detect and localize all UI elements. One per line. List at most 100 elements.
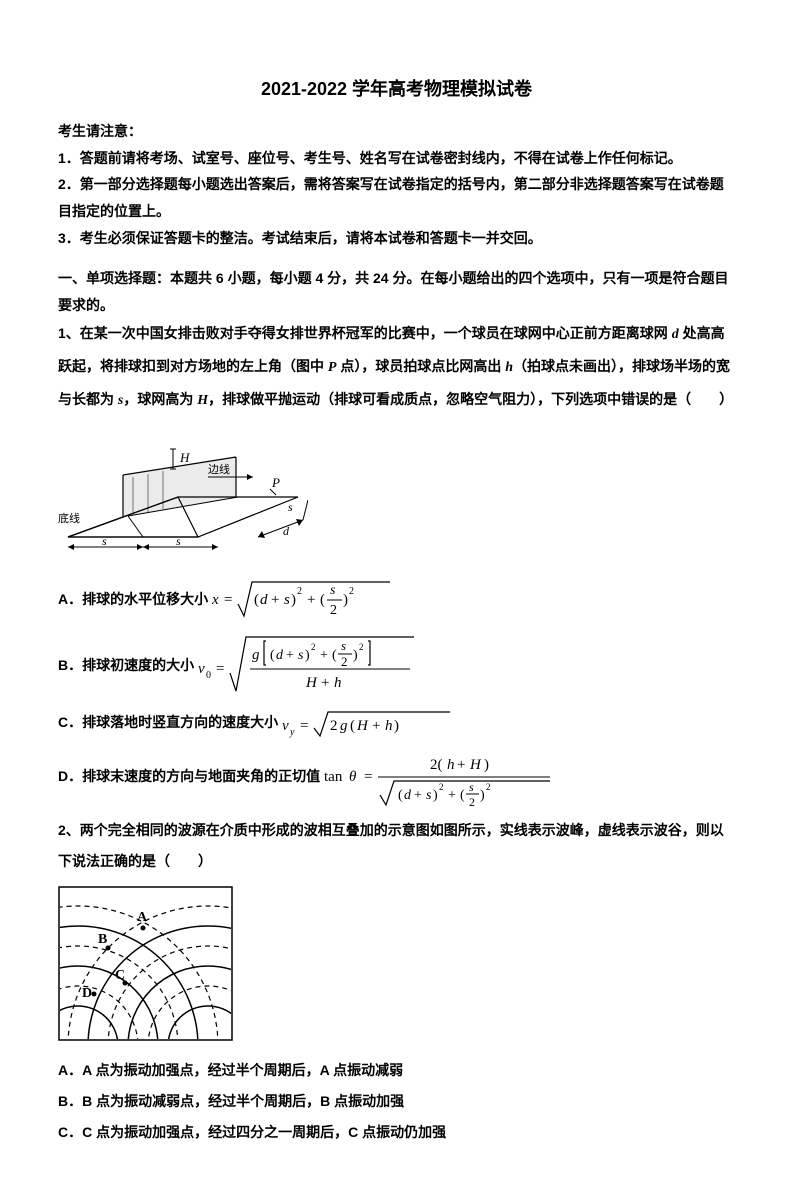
q2-label-C: C bbox=[115, 968, 125, 983]
svg-text:(: ( bbox=[398, 788, 403, 803]
svg-text:=: = bbox=[216, 661, 224, 677]
svg-text:2: 2 bbox=[349, 586, 354, 597]
svg-text:2: 2 bbox=[330, 718, 338, 734]
q1-diagram-bianxian: 边线 bbox=[208, 462, 230, 476]
svg-text:x: x bbox=[212, 592, 219, 608]
q1-diagram: H 边线 P 底线 s s d s bbox=[58, 427, 735, 557]
q1-option-d: D．排球末速度的方向与地面夹角的正切值 tan θ = 2( h + H ) (… bbox=[58, 745, 735, 809]
q1-var-h: h bbox=[505, 360, 513, 375]
q2-option-b: B．B 点为振动减弱点，经过半个周期后，B 点振动加强 bbox=[58, 1086, 735, 1117]
page-title: 2021-2022 学年高考物理模拟试卷 bbox=[58, 72, 735, 106]
svg-text:+: + bbox=[271, 592, 279, 608]
q1-diagram-s2: s bbox=[176, 534, 181, 548]
svg-text:d: d bbox=[276, 648, 284, 663]
svg-text:v: v bbox=[282, 718, 289, 734]
q1-diagram-s3: s bbox=[288, 500, 293, 514]
notice-3: 3．考生必须保证答题卡的整洁。考试结束后，请将本试卷和答题卡一并交回。 bbox=[58, 225, 735, 252]
svg-text:2: 2 bbox=[297, 586, 302, 597]
svg-text:(: ( bbox=[332, 648, 337, 663]
notice-2: 2．第一部分选择题每小题选出答案后，需将答案写在试卷指定的括号内，第二部分非选择… bbox=[58, 171, 735, 224]
svg-text:2(: 2( bbox=[430, 757, 443, 773]
volleyball-court-svg: H 边线 P 底线 s s d s bbox=[58, 427, 308, 557]
svg-text:H: H bbox=[469, 757, 482, 773]
svg-text:(: ( bbox=[350, 718, 355, 734]
svg-text:): ) bbox=[353, 648, 358, 663]
q1-optD-text: D．排球末速度的方向与地面夹角的正切值 bbox=[58, 763, 320, 790]
q1-option-c: C．排球落地时竖直方向的速度大小 v y = 2 g ( H + h ) bbox=[58, 703, 735, 743]
svg-text:2: 2 bbox=[330, 603, 337, 618]
svg-text:d: d bbox=[260, 592, 268, 608]
q1-option-a: A．排球的水平位移大小 x = ( d + s ) 2 + ( s 2 ) 2 bbox=[58, 571, 735, 629]
notice-1: 1．答题前请将考场、试室号、座位号、考生号、姓名写在试卷密封线内，不得在试卷上作… bbox=[58, 145, 735, 172]
q2-stem: 2、两个完全相同的波源在介质中形成的波相互叠加的示意图如图所示，实线表示波峰，虚… bbox=[58, 815, 735, 877]
svg-text:H: H bbox=[305, 675, 318, 691]
svg-text:θ: θ bbox=[349, 769, 357, 785]
notice-header: 考生请注意： bbox=[58, 118, 735, 145]
wave-interference-svg: A B C D bbox=[58, 886, 233, 1041]
svg-text:): ) bbox=[480, 788, 485, 803]
svg-text:(: ( bbox=[460, 788, 465, 803]
svg-text:h: h bbox=[447, 757, 455, 773]
svg-text:): ) bbox=[484, 757, 489, 773]
q1-stem-mid2: 点），球员拍球点比网高出 bbox=[336, 358, 505, 374]
svg-text:v: v bbox=[198, 661, 205, 677]
q1-stem: 1、在某一次中国女排击败对手夺得女排世界杯冠军的比赛中，一个球员在球网中心正前方… bbox=[58, 318, 735, 416]
svg-text:tan: tan bbox=[324, 769, 343, 785]
q1-var-H: H bbox=[197, 393, 208, 408]
q1-stem-mid4: ，球网高为 bbox=[123, 391, 197, 407]
exam-page: 2021-2022 学年高考物理模拟试卷 考生请注意： 1．答题前请将考场、试室… bbox=[0, 0, 793, 1188]
svg-text:2: 2 bbox=[341, 654, 348, 669]
q1-optC-text: C．排球落地时竖直方向的速度大小 bbox=[58, 709, 278, 736]
svg-text:+: + bbox=[286, 648, 294, 663]
svg-text:s: s bbox=[341, 638, 346, 653]
svg-text:s: s bbox=[426, 788, 432, 803]
q1-diagram-H: H bbox=[179, 450, 190, 465]
q1-optD-formula: tan θ = 2( h + H ) ( d + s ) 2 + ( bbox=[324, 745, 554, 809]
svg-text:h: h bbox=[385, 718, 393, 734]
q2-label-A: A bbox=[137, 910, 148, 925]
q1-optB-formula: v 0 = g ( d + s ) 2 + ( s 2 bbox=[198, 631, 418, 701]
svg-text:s: s bbox=[298, 648, 304, 663]
svg-text:s: s bbox=[469, 780, 474, 794]
q2-label-D: D bbox=[82, 986, 92, 1001]
svg-text:): ) bbox=[394, 718, 399, 734]
q1-optB-text: B．排球初速度的大小 bbox=[58, 652, 194, 679]
svg-text:g: g bbox=[252, 647, 260, 663]
svg-text:g: g bbox=[340, 718, 348, 734]
q2-diagram: A B C D bbox=[58, 886, 735, 1041]
q1-diagram-P: P bbox=[271, 475, 280, 490]
q1-optA-text: A．排球的水平位移大小 bbox=[58, 586, 208, 613]
q1-var-d: d bbox=[672, 327, 679, 342]
svg-text:+: + bbox=[457, 757, 465, 773]
q1-diagram-dixian: 底线 bbox=[58, 511, 80, 525]
q1-optA-formula: x = ( d + s ) 2 + ( s 2 ) 2 bbox=[212, 574, 392, 626]
q1-option-b: B．排球初速度的大小 v 0 = g ( d + s ) 2 + ( bbox=[58, 631, 735, 701]
q1-diagram-d: d bbox=[283, 524, 290, 538]
svg-text:y: y bbox=[289, 727, 295, 738]
svg-text:s: s bbox=[284, 592, 290, 608]
svg-text:0: 0 bbox=[206, 670, 211, 681]
svg-text:+: + bbox=[307, 592, 315, 608]
svg-text:(: ( bbox=[270, 648, 275, 663]
svg-text:+: + bbox=[320, 648, 328, 663]
q1-stem-end: ，排球做平抛运动（排球可看成质点，忽略空气阻力），下列选项中错误的是（ ） bbox=[208, 391, 733, 407]
svg-text:h: h bbox=[334, 675, 342, 691]
svg-text:+: + bbox=[448, 788, 456, 803]
svg-text:+: + bbox=[321, 675, 329, 691]
svg-text:2: 2 bbox=[359, 642, 364, 652]
svg-text:): ) bbox=[433, 788, 438, 803]
svg-text:2: 2 bbox=[439, 782, 444, 792]
svg-text:d: d bbox=[404, 788, 412, 803]
q1-diagram-s1: s bbox=[102, 534, 107, 548]
svg-text:+: + bbox=[372, 718, 380, 734]
svg-text:): ) bbox=[291, 592, 296, 608]
svg-text:2: 2 bbox=[486, 782, 491, 792]
svg-text:): ) bbox=[343, 592, 348, 608]
svg-text:=: = bbox=[364, 769, 372, 785]
svg-text:(: ( bbox=[320, 592, 325, 608]
q2-label-B: B bbox=[98, 932, 107, 947]
svg-text:2: 2 bbox=[311, 642, 316, 652]
q1-stem-prefix: 1、在某一次中国女排击败对手夺得女排世界杯冠军的比赛中，一个球员在球网中心正前方… bbox=[58, 325, 672, 341]
svg-text:H: H bbox=[356, 718, 369, 734]
svg-text:s: s bbox=[330, 583, 336, 598]
